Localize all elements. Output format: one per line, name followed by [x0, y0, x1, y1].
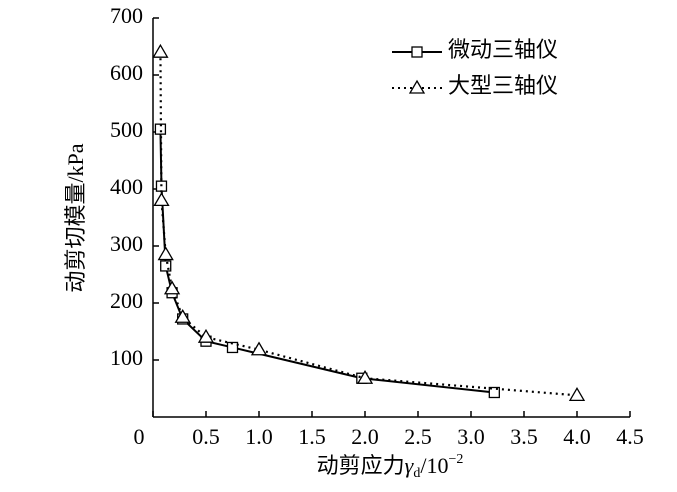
marker [488, 386, 500, 399]
marker [356, 369, 374, 384]
x-tick-label: 2.5 [404, 424, 432, 449]
legend-label: 微动三轴仪 [448, 37, 558, 62]
marker [408, 79, 426, 94]
x-tick-label: 2.0 [351, 424, 379, 449]
marker [197, 328, 215, 343]
marker [160, 260, 172, 272]
marker [157, 246, 174, 261]
y-tick-label: 300 [110, 231, 143, 256]
marker [152, 43, 169, 58]
marker [250, 341, 268, 356]
y-axis-label: 动剪切模量/kPa [63, 143, 88, 292]
marker [568, 387, 586, 401]
x-tick-label: 4.0 [563, 424, 591, 449]
x-tick-label: 1.0 [245, 424, 273, 449]
y-tick-label: 200 [110, 288, 143, 313]
marker [163, 280, 181, 295]
legend-label: 大型三轴仪 [448, 73, 558, 98]
y-tick-label: 500 [110, 117, 143, 142]
marker [154, 123, 167, 135]
y-tick-label: 100 [110, 345, 143, 370]
x-axis-label: 动剪应力γd/10−2 [317, 452, 464, 481]
marker [411, 46, 423, 58]
series-line [159, 52, 578, 397]
y-tick-label: 400 [110, 174, 143, 199]
x-tick-label: 4.5 [616, 424, 644, 449]
x-tick-label: 3.5 [510, 424, 538, 449]
x-tick-label: 0.5 [192, 424, 220, 449]
marker [153, 192, 170, 207]
x-tick-label: 0 [134, 424, 145, 449]
marker [174, 308, 191, 323]
x-tick-label: 1.5 [298, 424, 326, 449]
x-tick-label: 3.0 [457, 424, 485, 449]
y-tick-label: 700 [110, 3, 143, 28]
y-tick-label: 600 [110, 60, 143, 85]
series-line [159, 129, 495, 394]
